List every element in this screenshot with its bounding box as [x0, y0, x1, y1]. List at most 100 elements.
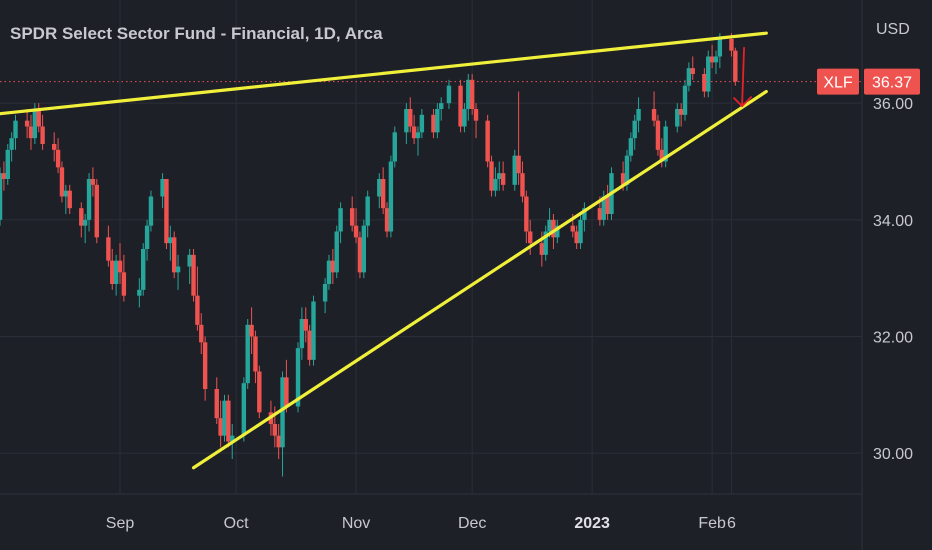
y-axis-ticks: 30.00 32.00 34.00 36.00 — [873, 96, 913, 463]
candle-down — [357, 231, 363, 279]
candle-down — [40, 114, 45, 150]
candle-body — [709, 56, 715, 63]
candle-body — [148, 196, 154, 226]
candle-down — [28, 114, 34, 150]
candle-down — [202, 336, 208, 401]
candle-down — [52, 132, 57, 162]
candle-down — [55, 138, 61, 174]
candle-up — [148, 190, 154, 232]
candle-body — [338, 208, 343, 232]
candle-up — [299, 307, 305, 360]
candle-down — [79, 202, 84, 238]
candle-body — [175, 266, 181, 273]
candle-body — [144, 225, 150, 249]
candle-body — [574, 231, 579, 244]
candle-body — [195, 295, 200, 325]
candle-body — [226, 400, 231, 442]
candle-up — [175, 254, 181, 290]
candle-body — [94, 184, 99, 238]
candle-body — [79, 208, 84, 226]
candle-down — [520, 161, 525, 203]
candle-down — [516, 91, 521, 185]
candle-body — [485, 120, 490, 162]
candle-down — [458, 79, 463, 133]
last-price-label: 36.37 — [872, 75, 912, 92]
chart-title: SPDR Select Sector Fund - Financial, 1D,… — [10, 24, 383, 43]
candle-body — [307, 330, 312, 360]
candle-down — [485, 114, 490, 168]
candle-body — [311, 301, 316, 360]
candle-body — [419, 114, 425, 133]
candle-body — [299, 319, 305, 349]
candle-down — [524, 190, 529, 244]
candle-down — [284, 359, 289, 413]
currency-label: USD — [876, 21, 910, 38]
candle-up — [392, 126, 397, 168]
candle-down — [276, 424, 281, 459]
candle-body — [408, 109, 413, 127]
candle-body — [500, 173, 506, 185]
candle-up — [13, 114, 18, 150]
trendline-upper — [0, 31, 768, 116]
candle-up — [9, 132, 14, 162]
candle-down — [330, 249, 336, 284]
x-tick-label: Nov — [342, 515, 370, 532]
candle-down — [226, 394, 231, 448]
x-tick-label: Dec — [458, 515, 486, 532]
candle-up — [632, 114, 637, 150]
candle-down — [199, 313, 204, 354]
candle-body — [675, 109, 680, 127]
candle-body — [295, 348, 301, 407]
candle-up — [82, 214, 88, 244]
candle-body — [117, 260, 123, 273]
candle-body — [678, 109, 684, 115]
candle-up — [377, 173, 382, 209]
candle-body — [361, 225, 367, 273]
candle-body — [473, 109, 479, 121]
x-axis-ticks: Sep Oct Nov Dec 2023 Feb 6 — [106, 515, 736, 532]
candle-down — [408, 97, 413, 133]
candle-body — [435, 109, 440, 133]
candle-body — [570, 225, 575, 232]
candle-body — [636, 109, 641, 121]
candle-down — [94, 179, 99, 244]
candle-down — [659, 138, 664, 168]
candle-body — [245, 324, 250, 384]
candle-up — [338, 202, 343, 244]
candle-body — [24, 120, 30, 127]
candle-body — [171, 237, 177, 273]
candle-up — [512, 149, 517, 191]
candle-up — [160, 173, 165, 209]
candle-down — [528, 219, 533, 255]
candle-down — [678, 103, 684, 127]
candle-body — [493, 179, 498, 191]
candle-body — [539, 243, 545, 255]
candle-body — [601, 196, 606, 220]
candle-up — [222, 394, 227, 442]
candle-down — [106, 225, 111, 267]
candle-body — [466, 79, 471, 109]
candle-up — [686, 62, 692, 92]
candle-up — [334, 225, 339, 279]
candle-up — [582, 202, 587, 232]
candle-up — [419, 109, 425, 139]
trendlines[interactable] — [0, 31, 768, 470]
candle-down — [651, 91, 657, 127]
candle-body — [199, 324, 204, 343]
candle-body — [141, 249, 146, 290]
candle-up — [113, 254, 119, 296]
candle-up — [63, 184, 69, 214]
candle-up — [311, 295, 316, 366]
candle-body — [357, 237, 363, 273]
candle-down — [67, 184, 72, 214]
candle-up — [497, 161, 502, 191]
candle-up — [0, 167, 3, 226]
candle-body — [67, 190, 72, 209]
candle-body — [187, 254, 192, 267]
candle-body — [13, 120, 18, 139]
candle-up — [86, 173, 92, 232]
candle-down — [110, 249, 115, 290]
down-arrow-annotation[interactable] — [733, 46, 752, 107]
candle-up — [682, 79, 688, 121]
